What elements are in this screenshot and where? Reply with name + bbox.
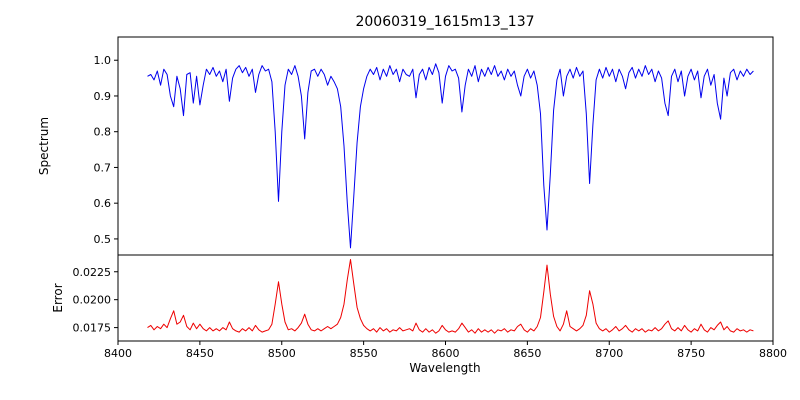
y-tick-label: 0.7 [94, 161, 112, 174]
chart-title: 20060319_1615m13_137 [355, 14, 534, 30]
series-layer [147, 63, 754, 334]
error-line [147, 259, 754, 334]
y-tick-label: 1.0 [94, 54, 112, 67]
panel-border-error [117, 254, 774, 342]
x-tick-label: 8550 [350, 347, 378, 360]
error-y-axis-label: Error [51, 283, 65, 312]
x-axis-label: Wavelength [409, 361, 480, 375]
y-tick-label: 0.0175 [73, 322, 112, 335]
x-tick-label: 8750 [677, 347, 705, 360]
spectrum-line [147, 63, 754, 249]
x-tick-label: 8400 [104, 347, 132, 360]
y-tick-label: 0.9 [94, 90, 112, 103]
y-tick-label: 0.5 [94, 233, 112, 246]
y-tick-label: 0.0200 [73, 294, 112, 307]
x-tick-label: 8450 [186, 347, 214, 360]
x-tick-label: 8500 [268, 347, 296, 360]
y-tick-label: 0.6 [94, 197, 112, 210]
y-tick-label: 0.8 [94, 126, 112, 139]
spectrum-y-axis-label: Spectrum [37, 117, 51, 175]
x-tick-label: 8700 [595, 347, 623, 360]
x-tick-label: 8800 [759, 347, 787, 360]
axes-layer: 1.0 0.9 0.8 0.7 0.6 0.5 0.0225 0.0200 0.0175 8400… [73, 36, 787, 360]
x-tick-label: 8600 [432, 347, 460, 360]
y-tick-label: 0.0225 [73, 266, 112, 279]
x-tick-label: 8650 [513, 347, 541, 360]
